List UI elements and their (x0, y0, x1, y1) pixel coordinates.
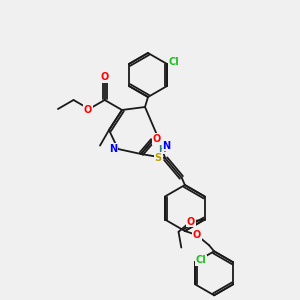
Text: O: O (153, 134, 161, 144)
Text: H: H (158, 145, 166, 154)
Text: S: S (155, 153, 162, 163)
Text: O: O (100, 72, 109, 82)
Text: O: O (193, 230, 201, 240)
Text: Cl: Cl (196, 255, 206, 265)
Text: N: N (162, 141, 170, 151)
Text: N: N (109, 144, 117, 154)
Text: O: O (84, 105, 92, 115)
Text: Cl: Cl (169, 57, 179, 67)
Text: O: O (187, 217, 195, 226)
